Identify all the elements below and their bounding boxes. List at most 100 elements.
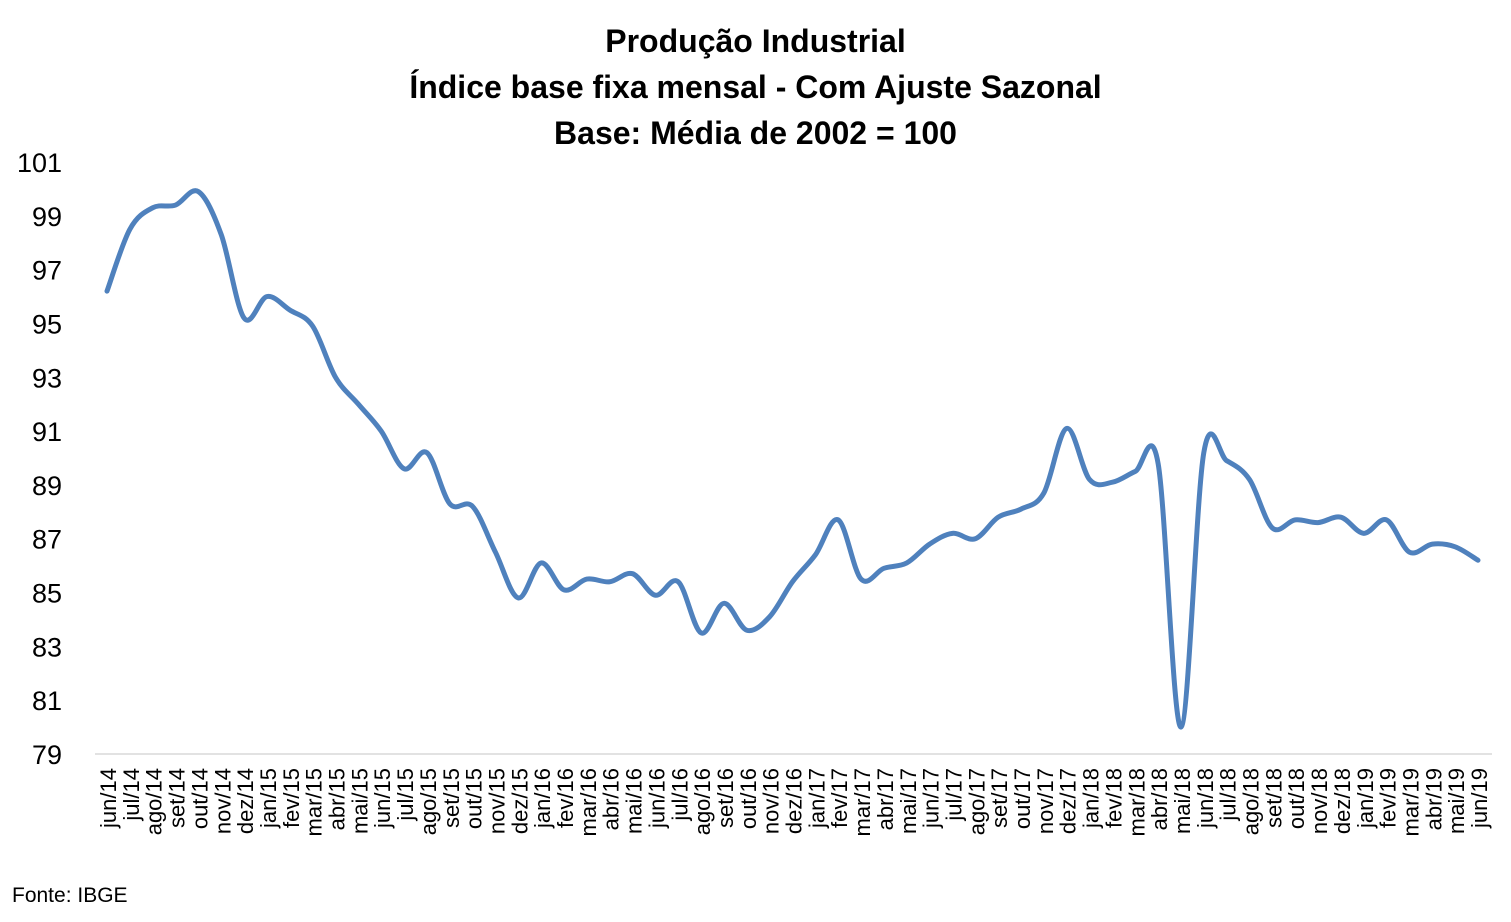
x-tick-label: mai/19 bbox=[1444, 768, 1469, 834]
x-tick-label: jun/18 bbox=[1193, 768, 1218, 829]
x-axis: jun/14jul/14ago/14set/14out/14nov/14dez/… bbox=[96, 768, 1492, 836]
x-tick-label: ago/15 bbox=[416, 768, 441, 835]
data-point bbox=[1224, 458, 1229, 463]
series-line bbox=[104, 188, 1481, 730]
x-tick-label: jun/14 bbox=[96, 768, 121, 829]
data-point bbox=[1133, 469, 1138, 474]
x-tick-label: ago/16 bbox=[690, 768, 715, 835]
x-tick-label: fev/17 bbox=[827, 768, 852, 828]
data-point bbox=[1041, 490, 1046, 495]
x-tick-label: out/17 bbox=[1010, 768, 1035, 829]
x-tick-label: set/16 bbox=[713, 768, 738, 828]
data-point bbox=[836, 517, 841, 522]
y-tick-label: 91 bbox=[32, 417, 62, 447]
x-tick-label: jun/17 bbox=[919, 768, 944, 829]
data-point bbox=[630, 571, 635, 576]
data-point bbox=[562, 587, 567, 592]
x-tick-label: abr/16 bbox=[599, 768, 624, 830]
x-tick-label: nov/18 bbox=[1307, 768, 1332, 834]
x-tick-label: abr/19 bbox=[1421, 768, 1446, 830]
x-tick-label: mai/15 bbox=[347, 768, 372, 834]
y-tick-label: 97 bbox=[32, 256, 62, 286]
x-tick-label: out/14 bbox=[187, 768, 212, 829]
data-point bbox=[402, 466, 407, 471]
data-point bbox=[1178, 725, 1183, 730]
x-tick-label: out/18 bbox=[1284, 768, 1309, 829]
chart-title-line-2: Índice base fixa mensal - Com Ajuste Saz… bbox=[409, 69, 1102, 105]
data-point bbox=[105, 289, 110, 294]
data-point bbox=[1453, 544, 1458, 549]
chart-title: Produção Industrial Índice base fixa men… bbox=[0, 18, 1511, 156]
y-tick-label: 79 bbox=[32, 740, 62, 770]
x-tick-label: out/15 bbox=[462, 768, 487, 829]
data-point bbox=[127, 227, 132, 232]
data-point bbox=[539, 560, 544, 565]
y-tick-label: 99 bbox=[32, 202, 62, 232]
x-tick-label: dez/16 bbox=[782, 768, 807, 834]
x-tick-label: dez/14 bbox=[233, 768, 258, 834]
x-tick-label: jun/19 bbox=[1467, 768, 1492, 829]
y-tick-label: 83 bbox=[32, 632, 62, 662]
y-tick-label: 95 bbox=[32, 309, 62, 339]
data-point bbox=[950, 531, 955, 536]
data-point bbox=[859, 577, 864, 582]
x-tick-label: nov/15 bbox=[484, 768, 509, 834]
data-point bbox=[424, 450, 429, 455]
x-tick-label: dez/18 bbox=[1330, 768, 1355, 834]
x-tick-label: jul/17 bbox=[941, 768, 966, 822]
data-point bbox=[813, 552, 818, 557]
data-point bbox=[881, 566, 886, 571]
x-tick-label: mai/16 bbox=[622, 768, 647, 834]
data-point bbox=[721, 601, 726, 606]
y-tick-label: 81 bbox=[32, 686, 62, 716]
x-tick-label: fev/19 bbox=[1376, 768, 1401, 828]
x-tick-label: jan/19 bbox=[1353, 768, 1378, 829]
x-tick-label: nov/14 bbox=[210, 768, 235, 834]
x-tick-label: mar/16 bbox=[576, 768, 601, 836]
chart-title-line-1: Produção Industrial bbox=[605, 23, 906, 59]
x-tick-label: mai/17 bbox=[896, 768, 921, 834]
data-point bbox=[996, 515, 1001, 520]
y-axis: 101 99 97 95 93 91 89 87 85 83 81 79 bbox=[17, 148, 62, 770]
x-tick-label: jun/16 bbox=[644, 768, 669, 829]
data-point bbox=[676, 579, 681, 584]
x-tick-label: set/15 bbox=[439, 768, 464, 828]
data-point bbox=[584, 577, 589, 582]
data-point bbox=[607, 579, 612, 584]
x-tick-label: abr/18 bbox=[1147, 768, 1172, 830]
data-point bbox=[1110, 480, 1115, 485]
x-tick-label: nov/16 bbox=[759, 768, 784, 834]
data-point bbox=[310, 324, 315, 329]
x-tick-label: mar/15 bbox=[302, 768, 327, 836]
y-tick-label: 93 bbox=[32, 363, 62, 393]
data-point bbox=[356, 402, 361, 407]
y-tick-label: 87 bbox=[32, 525, 62, 555]
x-tick-label: jul/18 bbox=[1216, 768, 1241, 822]
data-point bbox=[1270, 525, 1275, 530]
data-point bbox=[1407, 550, 1412, 555]
data-point bbox=[1087, 477, 1092, 482]
x-tick-label: ago/18 bbox=[1239, 768, 1264, 835]
x-tick-label: abr/17 bbox=[873, 768, 898, 830]
data-point bbox=[744, 628, 749, 633]
data-point bbox=[447, 501, 452, 506]
x-tick-label: set/14 bbox=[165, 768, 190, 828]
x-tick-label: mar/18 bbox=[1124, 768, 1149, 836]
data-point bbox=[904, 560, 909, 565]
data-point bbox=[173, 203, 178, 208]
data-point bbox=[1064, 426, 1069, 431]
data-point bbox=[1247, 477, 1252, 482]
data-point bbox=[1384, 517, 1389, 522]
x-tick-label: mai/18 bbox=[1170, 768, 1195, 834]
data-point bbox=[1361, 531, 1366, 536]
y-tick-label: 85 bbox=[32, 579, 62, 609]
x-tick-label: jan/17 bbox=[804, 768, 829, 829]
data-point bbox=[1019, 507, 1024, 512]
source-note: Fonte: IBGE bbox=[12, 884, 128, 907]
data-point bbox=[196, 189, 201, 194]
data-point bbox=[1156, 461, 1161, 466]
x-tick-label: fev/16 bbox=[553, 768, 578, 828]
data-point bbox=[150, 205, 155, 210]
data-point bbox=[973, 536, 978, 541]
chart-title-line-3: Base: Média de 2002 = 100 bbox=[554, 115, 957, 151]
